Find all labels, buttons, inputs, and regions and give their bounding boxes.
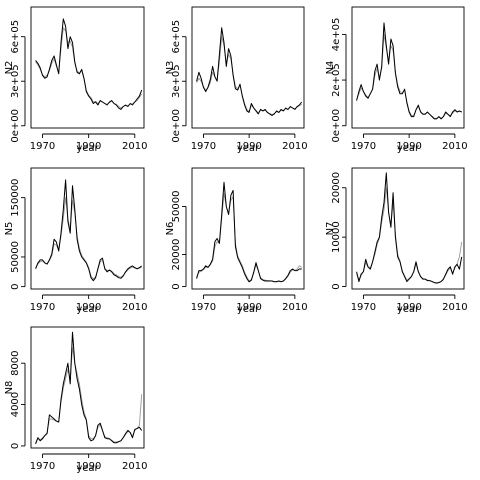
x-tick-label: 2010 xyxy=(282,141,307,152)
panel-3: 1970 1990 2010 year 0e+00 2e+05 4e+05 N4 xyxy=(325,6,468,154)
x-tick-label: 2010 xyxy=(442,141,467,152)
plot-frame xyxy=(351,6,465,129)
plot-frame xyxy=(191,167,305,290)
x-tick-label: 1970 xyxy=(191,302,216,313)
plot-frame xyxy=(30,326,145,449)
y-tick-label: 0 xyxy=(10,443,21,449)
observed-series-line xyxy=(35,179,142,282)
x-tick-label: 1990 xyxy=(236,141,261,152)
y-tick-label: 0e+00 xyxy=(331,109,342,143)
x-tick-label: 1990 xyxy=(76,141,101,152)
x-tick-label: 1970 xyxy=(30,141,55,152)
x-tick-label: 1990 xyxy=(396,302,421,313)
x-tick-label: 1970 xyxy=(191,141,216,152)
fitted-series-line xyxy=(35,347,143,444)
y-axis-label: N6 xyxy=(165,222,176,236)
observed-series-line xyxy=(196,181,302,283)
observed-series-line xyxy=(356,172,463,284)
x-tick-label: 1990 xyxy=(236,302,261,313)
x-axis-label: year xyxy=(397,304,420,315)
fitted-series-line xyxy=(356,187,463,284)
x-axis-label: year xyxy=(237,143,260,154)
fitted-series-line xyxy=(356,33,462,119)
y-tick-label: 6e+05 xyxy=(171,20,182,54)
panel-7: 1970 1990 2010 year 0 4000 8000 N8 xyxy=(4,326,148,474)
x-tick-label: 1970 xyxy=(30,461,55,472)
plot-frame xyxy=(30,6,145,129)
x-tick-label: 2010 xyxy=(282,302,307,313)
fitted-series-line xyxy=(196,36,302,116)
panel-6: 1970 1990 2010 year 0 10000 20000 N7 xyxy=(325,167,468,315)
observed-series-line xyxy=(35,18,143,110)
y-axis-label: N8 xyxy=(4,381,15,395)
y-axis-label: N7 xyxy=(325,222,336,236)
y-tick-label: 10000 xyxy=(331,221,342,253)
panel-4: 1970 1990 2010 year 0 50000 150000 N5 xyxy=(4,167,148,315)
y-axis-label: N3 xyxy=(165,61,176,75)
y-tick-label: 0 xyxy=(331,283,342,289)
x-tick-label: 1970 xyxy=(351,302,376,313)
x-tick-label: 2010 xyxy=(122,302,147,313)
y-tick-label: 3e+05 xyxy=(171,64,182,98)
x-axis-label: year xyxy=(76,143,99,154)
x-axis-label: year xyxy=(397,143,420,154)
observed-series-line xyxy=(356,22,462,120)
x-axis-label: year xyxy=(76,463,99,474)
y-tick-label: 4e+05 xyxy=(331,18,342,52)
x-tick-label: 1970 xyxy=(30,302,55,313)
x-tick-label: 1990 xyxy=(396,141,421,152)
y-tick-label: 0 xyxy=(10,283,21,289)
y-tick-label: 6e+05 xyxy=(10,20,21,54)
y-tick-label: 0e+00 xyxy=(10,109,21,143)
x-tick-label: 1970 xyxy=(351,141,376,152)
plot-frame xyxy=(351,167,465,290)
y-tick-label: 150000 xyxy=(10,179,21,217)
x-axis-label: year xyxy=(76,304,99,315)
y-tick-label: 20000 xyxy=(331,172,342,204)
y-axis-label: N2 xyxy=(4,61,15,75)
y-axis-label: N5 xyxy=(4,222,15,236)
fitted-series-line xyxy=(35,197,142,280)
y-tick-label: 20000 xyxy=(171,239,182,271)
y-tick-label: 8000 xyxy=(10,350,21,375)
y-tick-label: 4000 xyxy=(10,392,21,417)
y-axis-label: N4 xyxy=(325,61,336,75)
y-tick-label: 50000 xyxy=(10,241,21,273)
plot-frame xyxy=(191,6,305,129)
y-tick-label: 2e+05 xyxy=(331,63,342,97)
y-tick-label: 0 xyxy=(171,283,182,289)
fitted-series-line xyxy=(196,193,302,282)
observed-series-line xyxy=(196,27,303,116)
panel-2: 1970 1990 2010 year 0e+00 3e+05 6e+05 N3 xyxy=(165,6,308,154)
y-tick-label: 3e+05 xyxy=(10,64,21,98)
x-tick-label: 1990 xyxy=(76,302,101,313)
x-tick-label: 1990 xyxy=(76,461,101,472)
x-tick-label: 2010 xyxy=(442,302,467,313)
observed-series-line xyxy=(35,331,143,445)
y-tick-label: 0e+00 xyxy=(171,109,182,143)
x-axis-label: year xyxy=(237,304,260,315)
x-tick-label: 2010 xyxy=(122,141,147,152)
x-tick-label: 2010 xyxy=(122,461,147,472)
panel-1: 1970 1990 2010 year 0e+00 3e+05 6e+05 N2 xyxy=(4,6,148,154)
y-tick-label: 50000 xyxy=(171,191,182,223)
plot-frame xyxy=(30,167,145,290)
